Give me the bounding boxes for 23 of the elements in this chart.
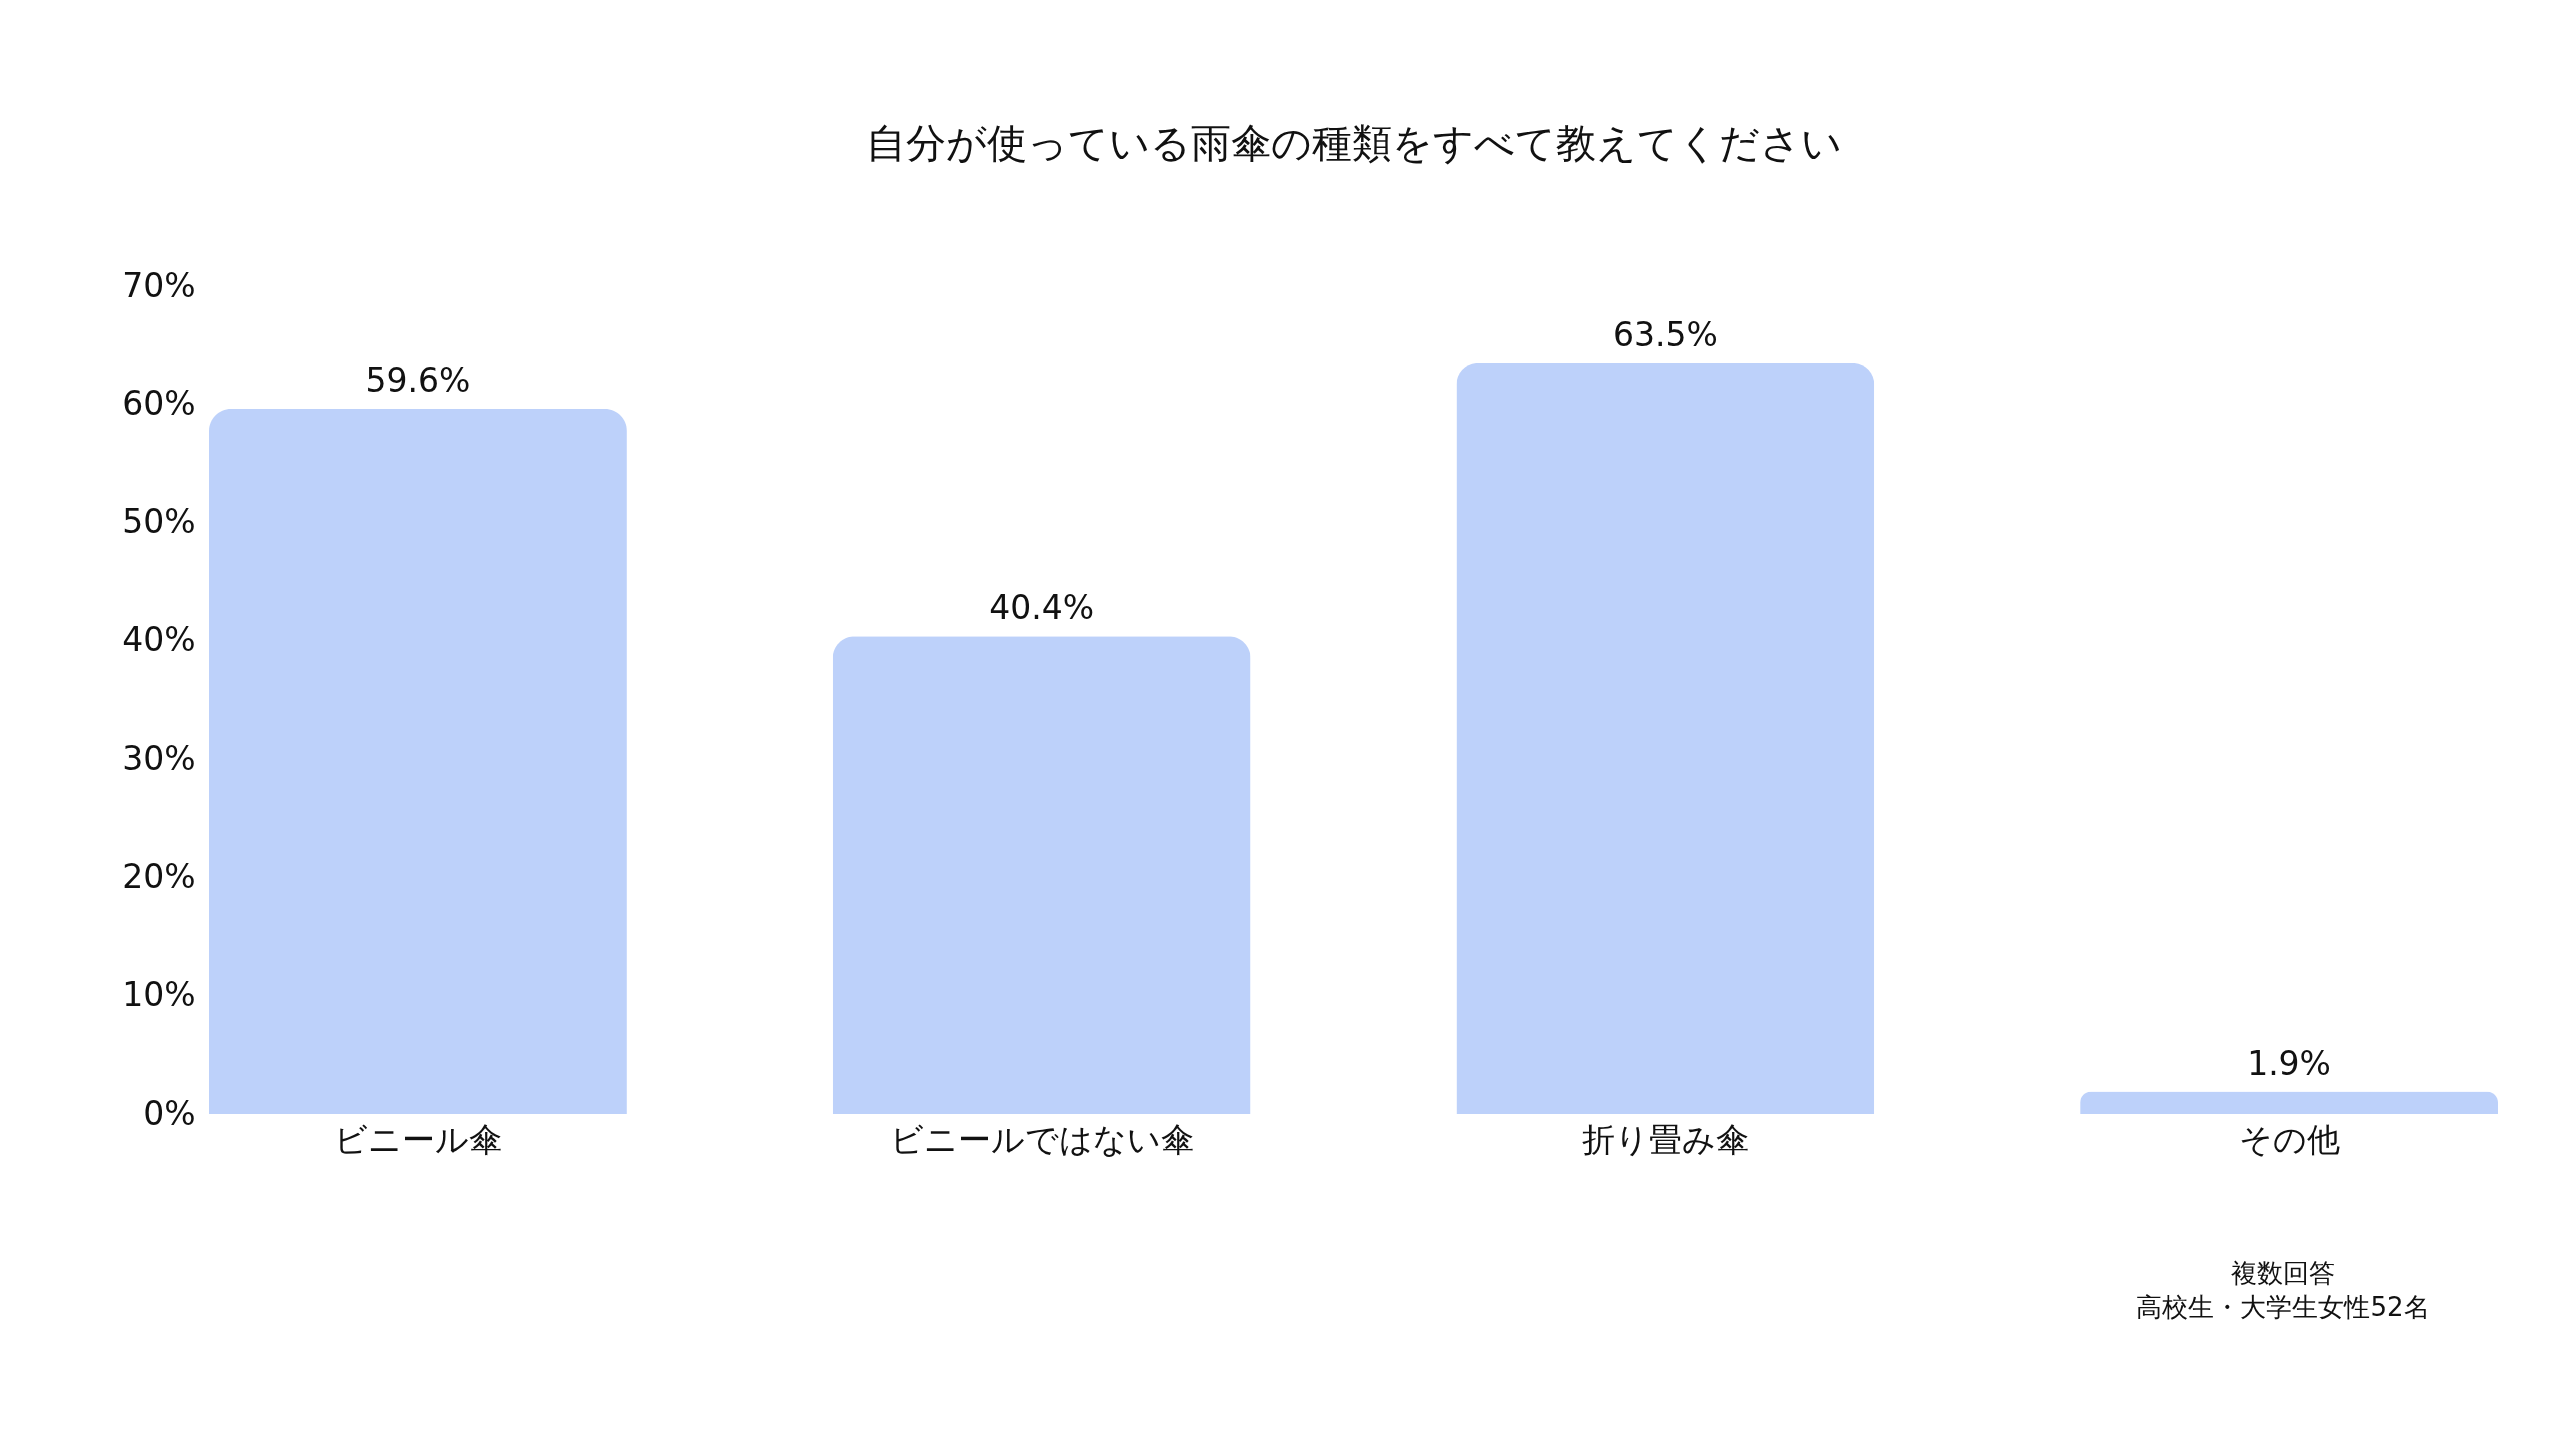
y-tick-label: 30% — [122, 738, 196, 778]
data-label: 1.9% — [2247, 1043, 2331, 1083]
data-label: 63.5% — [1612, 314, 1718, 354]
x-tick-label: ビニール傘 — [333, 1119, 502, 1159]
bar — [832, 636, 1251, 1114]
y-tick-label: 50% — [122, 502, 196, 542]
bar — [209, 409, 627, 1114]
data-label: 59.6% — [365, 361, 471, 401]
y-tick-label: 20% — [122, 856, 196, 896]
y-tick-label: 70% — [122, 265, 196, 305]
y-tick-label: 40% — [122, 620, 196, 660]
text: 高校生・大学生女性52名 — [2136, 1292, 2430, 1322]
bar — [1456, 362, 1875, 1114]
text: 複数回答 — [2231, 1258, 2335, 1288]
y-tick-label: 10% — [122, 975, 196, 1015]
bar — [2080, 1091, 2498, 1114]
y-tick-label: 0% — [143, 1093, 196, 1133]
y-tick-label: 60% — [122, 383, 196, 423]
chart-title: 自分が使っている雨傘の種類をすべて教えてください — [865, 120, 1842, 166]
x-tick-label: ビニールではない傘 — [889, 1119, 1194, 1159]
x-tick-label: その他 — [2238, 1119, 2340, 1159]
data-label: 40.4% — [989, 588, 1095, 628]
x-tick-label: 折り畳み傘 — [1581, 1119, 1749, 1159]
